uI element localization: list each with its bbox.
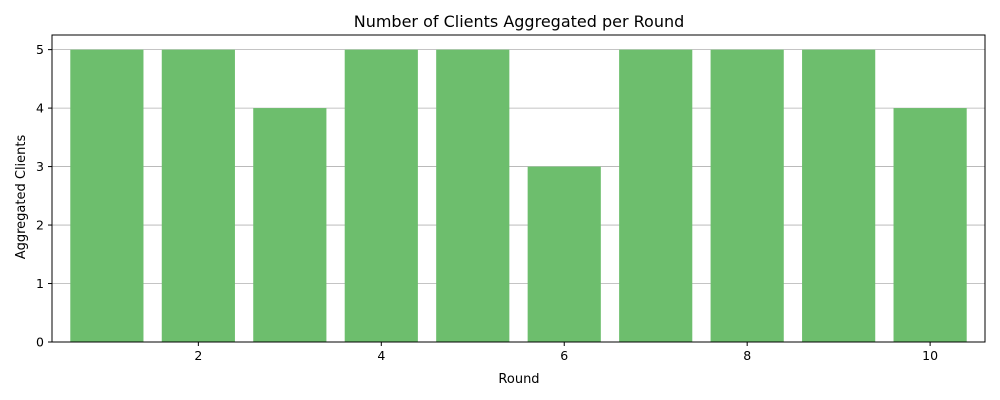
x-tick-label-4: 4 [377,348,385,363]
bar-round-1 [70,49,144,342]
bar-round-10 [893,108,967,342]
x-tick-label-8: 8 [743,348,751,363]
tick-labels: 0 1 2 3 4 5 2 4 6 8 10 [36,42,938,363]
bar-round-5 [436,49,510,342]
y-tick-label-1: 1 [36,276,44,291]
y-tick-label-4: 4 [36,101,44,116]
bar-round-7 [619,49,693,342]
y-tick-label-0: 0 [36,335,44,350]
bar-round-2 [161,49,235,342]
x-tick-label-2: 2 [194,348,202,363]
chart-title: Number of Clients Aggregated per Round [354,12,685,31]
bar-round-9 [802,49,876,342]
x-axis-label: Round [498,372,539,387]
y-axis-label: Aggregated Clients [14,134,29,259]
bar-round-4 [344,49,418,342]
bars [70,49,967,342]
axes [48,34,986,346]
plot-frame [51,34,986,343]
bar-round-3 [253,108,327,342]
y-tick-label-3: 3 [36,159,44,174]
bar-round-8 [710,49,784,342]
bar-round-6 [527,166,601,342]
x-tick-label-10: 10 [922,348,938,363]
y-tick-label-2: 2 [36,218,44,233]
x-tick-label-6: 6 [560,348,568,363]
y-tick-label-5: 5 [36,42,44,57]
